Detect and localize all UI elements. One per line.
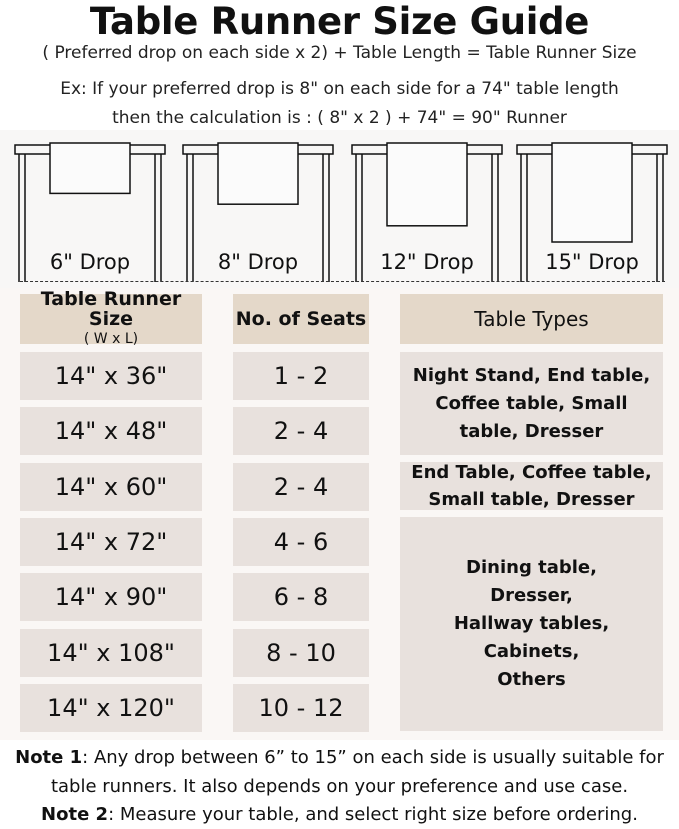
example-line-1: Ex: If your preferred drop is 8" on each… <box>60 79 619 99</box>
drop-label: 15" Drop <box>545 250 639 274</box>
types-cell-2: End Table, Coffee table, Small table, Dr… <box>400 462 663 510</box>
seats-cell: 4 - 6 <box>233 517 369 566</box>
drop-illustration-svg <box>14 142 668 282</box>
example-line-2: then the calculation is : ( 8" x 2 ) + 7… <box>112 108 567 128</box>
seats-cell: 10 - 12 <box>233 683 369 732</box>
seats-cell: 1 - 2 <box>233 352 369 400</box>
size-cell: 14" x 90" <box>20 573 202 622</box>
page-title: Table Runner Size Guide <box>89 0 590 43</box>
types-cell-3: Dining table, Dresser, Hallway tables, C… <box>400 517 663 731</box>
formula-text: ( Preferred drop on each side x 2) + Tab… <box>42 43 637 63</box>
header-seats: No. of Seats <box>233 294 369 344</box>
drop-label: 6" Drop <box>49 250 131 274</box>
seats-cell: 8 - 10 <box>233 628 369 677</box>
size-cell: 14" x 72" <box>20 517 202 566</box>
divider <box>20 281 665 282</box>
note-2-label: Note 2 <box>41 804 109 825</box>
seats-cell: 2 - 4 <box>233 407 369 456</box>
table-drawing <box>516 142 668 282</box>
note-1: Note 1: Any drop between 6” to 15” on ea… <box>0 743 679 801</box>
size-cell: 14" x 60" <box>20 462 202 511</box>
runner-drop <box>551 142 633 243</box>
note-1-label: Note 1 <box>15 747 83 768</box>
table-drawing <box>351 142 503 282</box>
size-cell: 14" x 48" <box>20 407 202 456</box>
table-drawing <box>14 142 166 282</box>
note-2-text: : Measure your table, and select right s… <box>108 804 638 825</box>
runner-drop <box>49 142 131 195</box>
runner-drop <box>386 142 468 227</box>
types-cell-1: Night Stand, End table, Coffee table, Sm… <box>400 352 663 455</box>
header-size: Table Runner Size ( W x L) <box>20 289 202 347</box>
header-size-label: Table Runner Size <box>40 288 182 330</box>
size-cell: 14" x 36" <box>20 352 202 400</box>
seats-cell: 6 - 8 <box>233 573 369 622</box>
drop-label: 12" Drop <box>380 250 474 274</box>
note-1-text: : Any drop between 6” to 15” on each sid… <box>50 747 664 797</box>
size-table: Table Runner Size ( W x L) No. of Seats … <box>0 288 679 740</box>
drop-label: 8" Drop <box>217 250 299 274</box>
header-size-sub: ( W x L) <box>83 331 139 347</box>
size-cell: 14" x 108" <box>20 628 202 677</box>
seats-cell: 2 - 4 <box>233 462 369 511</box>
drop-illustrations <box>0 130 679 290</box>
note-2: Note 2: Measure your table, and select r… <box>0 800 679 829</box>
table-drawing <box>182 142 334 282</box>
size-cell: 14" x 120" <box>20 683 202 732</box>
header-types: Table Types <box>400 294 663 344</box>
runner-drop <box>217 142 299 205</box>
